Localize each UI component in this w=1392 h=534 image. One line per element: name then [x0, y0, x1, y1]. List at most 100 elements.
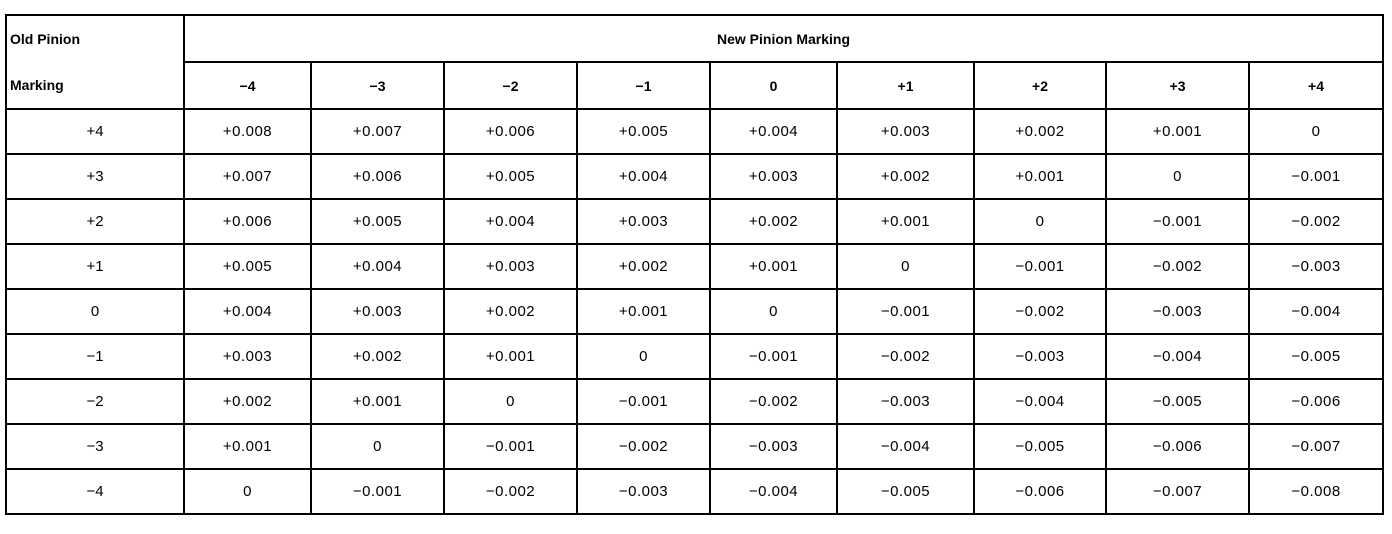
table-row: −4 0 −0.001 −0.002 −0.003 −0.004 −0.005 −0.006−… [5, 468, 1385, 515]
table-cell: +0.001 [576, 288, 711, 335]
table-cell: −0.003 [973, 333, 1107, 380]
table-cell: −0.003 [836, 378, 975, 425]
row-label: −4 [5, 468, 185, 515]
table-cell: −0.002 [576, 423, 711, 470]
table-cell: −0.002 [973, 288, 1107, 335]
table-cell: −0.004 [836, 423, 975, 470]
table-cell: −0.004 [973, 378, 1107, 425]
table-cell: +0.001 [973, 153, 1107, 200]
table-cell: +0.001 [310, 378, 445, 425]
row-label: 0 [5, 288, 185, 335]
row-label: +4 [5, 108, 185, 155]
table-cell: −0.002 [1247, 198, 1385, 245]
table-cell: +0.001 [709, 243, 838, 290]
column-header-row: −4 −3 −2 −1 0 +1 +2 +3 +4 [6, 61, 1385, 110]
table-cell: −0.005 [973, 423, 1107, 470]
table-cell: −0.002 [709, 378, 838, 425]
table-cell: +0.005 [183, 243, 312, 290]
table-row: −3 +0.001 0 −0.001 −0.002 −0.003 −0.004 −0.005−… [5, 423, 1385, 470]
table-row: +1 +0.005 +0.004 +0.003 +0.002 +0.001 0 −0.001−… [5, 243, 1385, 290]
table-row: −2 +0.002 +0.001 0 −0.001 −0.002 −0.003 −0.004−… [5, 378, 1385, 425]
table-cell: +0.005 [443, 153, 578, 200]
table-cell: −0.005 [836, 468, 975, 515]
table-cell: +0.007 [310, 108, 445, 155]
table-cell: −0.003 [1247, 243, 1385, 290]
table-cell: +0.002 [576, 243, 711, 290]
column-header: +2 [973, 61, 1107, 110]
table-cell: +0.001 [836, 198, 975, 245]
table-row: −1 +0.003 +0.002 +0.001 0 −0.001 −0.002 −0.003−… [5, 333, 1385, 380]
table-cell: −0.001 [310, 468, 445, 515]
table-cell: +0.004 [443, 198, 578, 245]
table-row: +2 +0.006 +0.005 +0.004 +0.003 +0.002 +0.001 0−… [5, 198, 1385, 245]
table-cell: −0.001 [973, 243, 1107, 290]
table-cell: +0.002 [443, 288, 578, 335]
table-cell: −0.004 [709, 468, 838, 515]
row-label: −3 [5, 423, 185, 470]
table-cell: −0.001 [709, 333, 838, 380]
table-cell: −0.001 [576, 378, 711, 425]
table-cell: +0.007 [183, 153, 312, 200]
table-row: 0 +0.004 +0.003 +0.002 +0.001 0 −0.001 −0.002 −0… [5, 288, 1385, 335]
table-cell: −0.006 [1105, 423, 1250, 470]
table-cell: +0.002 [836, 153, 975, 200]
table-cell: +0.004 [709, 108, 838, 155]
row-label: −1 [5, 333, 185, 380]
table-cell: −0.002 [443, 468, 578, 515]
row-label: −2 [5, 378, 185, 425]
table-cell: +0.003 [709, 153, 838, 200]
table-cell: −0.004 [1105, 333, 1250, 380]
table-cell: +0.002 [709, 198, 838, 245]
column-header: −3 [310, 61, 445, 110]
table-cell: 0 [836, 243, 975, 290]
table-body: +4 +0.008 +0.007 +0.006 +0.005 +0.004 +0.003 +0… [5, 108, 1385, 515]
table-cell: 0 [973, 198, 1107, 245]
table-cell: +0.001 [443, 333, 578, 380]
table-cell: −0.003 [576, 468, 711, 515]
column-header: −2 [443, 61, 578, 110]
pinion-marking-table: Old Pinion Marking New Pinion Marking −4… [5, 14, 1385, 515]
table-cell: +0.002 [183, 378, 312, 425]
table-cell: −0.003 [1105, 288, 1250, 335]
table-cell: −0.001 [1247, 153, 1385, 200]
table-cell: 0 [1105, 153, 1250, 200]
table-cell: +0.004 [576, 153, 711, 200]
corner-label-line1: Old Pinion [10, 31, 80, 47]
table-cell: +0.006 [443, 108, 578, 155]
table-row: +3 +0.007 +0.006 +0.005 +0.004 +0.003 +0.002 +0… [5, 153, 1385, 200]
column-header: −4 [183, 61, 312, 110]
row-label: +3 [5, 153, 185, 200]
table-cell: +0.004 [310, 243, 445, 290]
table-cell: +0.003 [310, 288, 445, 335]
table-cell: −0.002 [1105, 243, 1250, 290]
table-cell: +0.003 [576, 198, 711, 245]
table-cell: −0.006 [973, 468, 1107, 515]
table-cell: −0.002 [836, 333, 975, 380]
table-cell: 0 [1247, 108, 1385, 155]
table-cell: +0.006 [310, 153, 445, 200]
table-cell: +0.003 [183, 333, 312, 380]
table-cell: +0.001 [1105, 108, 1250, 155]
table-cell: 0 [443, 378, 578, 425]
table-cell: +0.002 [973, 108, 1107, 155]
table-cell: +0.002 [310, 333, 445, 380]
table-cell: −0.007 [1105, 468, 1250, 515]
table-cell: −0.001 [1105, 198, 1250, 245]
table-cell: +0.003 [443, 243, 578, 290]
new-pinion-marking-header: New Pinion Marking [182, 14, 1385, 63]
row-label: +2 [5, 198, 185, 245]
table-cell: −0.001 [836, 288, 975, 335]
table-cell: 0 [709, 288, 838, 335]
table-cell: −0.007 [1247, 423, 1385, 470]
table-cell: +0.006 [183, 198, 312, 245]
table-cell: −0.003 [709, 423, 838, 470]
table-cell: +0.001 [183, 423, 312, 470]
column-header: +1 [836, 61, 975, 110]
table-cell: −0.005 [1105, 378, 1250, 425]
table-cell: −0.006 [1247, 378, 1385, 425]
table-row: +4 +0.008 +0.007 +0.006 +0.005 +0.004 +0.003 +0… [5, 108, 1385, 155]
table-cell: 0 [310, 423, 445, 470]
table-cell: −0.008 [1247, 468, 1385, 515]
table-cell: 0 [576, 333, 711, 380]
column-header: +4 [1247, 61, 1385, 110]
